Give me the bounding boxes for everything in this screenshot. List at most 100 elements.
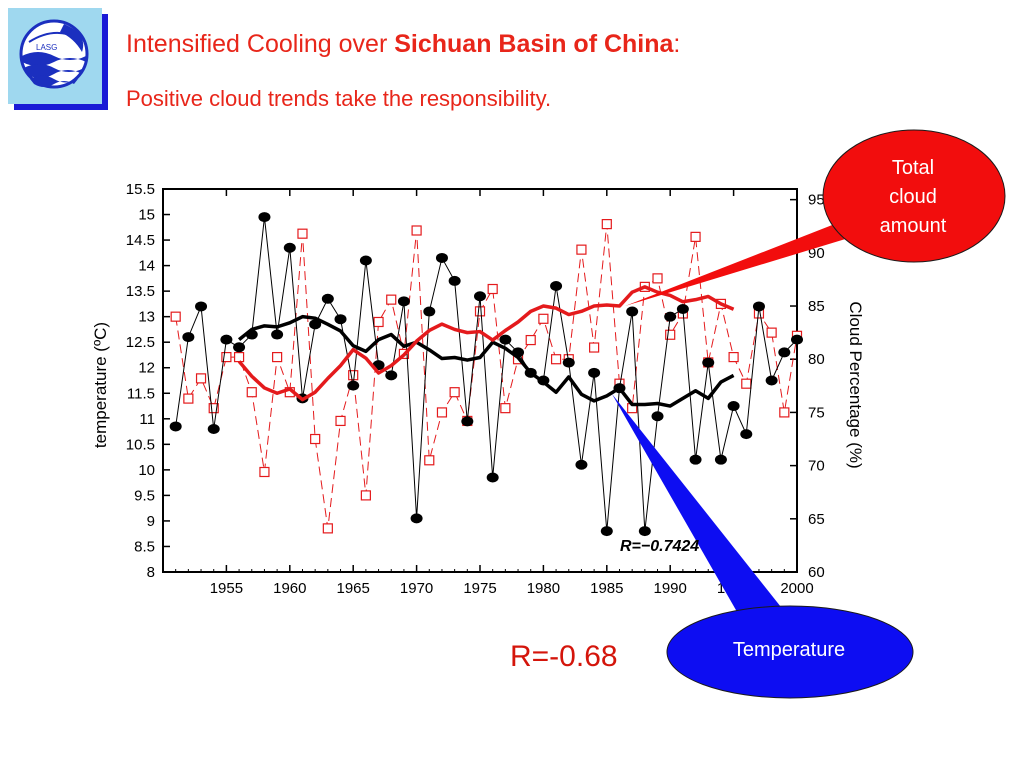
temperature-point bbox=[727, 401, 740, 412]
cloud-point bbox=[221, 351, 232, 363]
cloud-point bbox=[525, 334, 536, 346]
cloud-point bbox=[449, 387, 460, 398]
y-left-tick-label: 13.5 bbox=[126, 283, 155, 300]
temperature-point bbox=[702, 357, 715, 368]
temperature-point bbox=[397, 296, 410, 307]
r-value-label: R=-0.68 bbox=[510, 640, 618, 673]
y-left-tick-label: 15.5 bbox=[126, 181, 155, 198]
title-bold: Sichuan Basin of China bbox=[394, 30, 674, 58]
cloud-point bbox=[500, 403, 511, 414]
lasg-emblem: LASG bbox=[19, 19, 89, 89]
cloud-point bbox=[690, 231, 701, 242]
cloud-callout-text: amount bbox=[880, 215, 947, 237]
cloud-point bbox=[766, 327, 777, 338]
lasg-logo: LASG bbox=[8, 8, 108, 110]
temperature-callout-bubble bbox=[666, 605, 914, 699]
cloud-point bbox=[373, 316, 384, 328]
temperature-point bbox=[283, 242, 296, 253]
temperature-point bbox=[359, 255, 372, 266]
cloud-smoothed-line bbox=[237, 285, 735, 402]
y-left-tick-label: 11.5 bbox=[127, 385, 155, 402]
page-subtitle: Positive cloud trends take the responsib… bbox=[126, 86, 552, 111]
title-plain: Intensified Cooling over bbox=[126, 30, 395, 58]
cloud-point bbox=[652, 273, 663, 284]
temperature-point bbox=[474, 291, 486, 302]
y-right-tick-label: 80 bbox=[808, 351, 825, 368]
cloud-point bbox=[233, 351, 245, 363]
temperature-point bbox=[651, 411, 664, 422]
temperature-smoothed-line bbox=[237, 314, 735, 408]
cloud-point bbox=[424, 455, 435, 466]
x-tick-label: 2000 bbox=[780, 580, 813, 597]
y-right-tick-label: 75 bbox=[808, 404, 825, 421]
cloud-callout-bubble bbox=[822, 129, 1006, 263]
y-left-tick-label: 11 bbox=[139, 411, 155, 428]
x-tick-label: 1980 bbox=[527, 580, 560, 597]
temperature-point bbox=[664, 311, 677, 322]
temperature-point bbox=[347, 380, 360, 391]
temperature-point bbox=[461, 416, 474, 427]
cloud-point bbox=[322, 523, 333, 534]
cloud-callout-pointer bbox=[625, 220, 852, 306]
temperature-point bbox=[195, 301, 208, 312]
y-right-tick-label: 60 bbox=[808, 564, 825, 581]
cloud-point bbox=[170, 311, 181, 322]
temperature-point bbox=[600, 526, 613, 537]
y-left-tick-label: 9 bbox=[147, 513, 155, 530]
y-left-tick-label: 12.5 bbox=[126, 334, 155, 351]
cloud-point bbox=[310, 433, 321, 445]
y-right-tick-label: 70 bbox=[808, 458, 825, 475]
y-left-tick-label: 10 bbox=[138, 462, 155, 479]
temperature-point bbox=[410, 513, 423, 524]
temperature-point bbox=[714, 454, 727, 465]
temperature-point bbox=[486, 472, 499, 483]
cloud-point bbox=[411, 225, 422, 236]
temperature-point bbox=[207, 424, 220, 435]
y-left-tick-label: 14 bbox=[138, 258, 155, 275]
temperature-callout-pointer bbox=[612, 394, 800, 631]
temperature-point bbox=[740, 429, 753, 440]
temperature-point bbox=[499, 334, 512, 345]
x-tick-label: 1990 bbox=[654, 580, 687, 597]
temperature-point bbox=[689, 454, 702, 465]
cloud-point bbox=[538, 313, 549, 324]
temperature-point bbox=[334, 314, 347, 325]
y-right-tick-label: 65 bbox=[808, 511, 825, 528]
cloud-point bbox=[246, 387, 257, 398]
y-left-tick-label: 12 bbox=[138, 360, 155, 377]
temperature-point bbox=[575, 459, 588, 470]
cloud-point bbox=[386, 294, 397, 305]
y-left-axis-label: temperature (ºC) bbox=[91, 322, 110, 448]
y-right-tick-label: 95 bbox=[808, 192, 825, 209]
temperature-point bbox=[676, 304, 689, 315]
temperature-point bbox=[435, 252, 448, 263]
cloud-point bbox=[741, 378, 752, 389]
y-left-tick-label: 8 bbox=[147, 564, 155, 581]
title-colon: : bbox=[673, 30, 681, 58]
logo-text: LASG bbox=[36, 43, 57, 52]
temperature-point bbox=[423, 306, 436, 317]
y-left-tick-label: 8.5 bbox=[134, 538, 155, 555]
temperature-callout-text: Temperature bbox=[733, 639, 845, 661]
y-left-tick-label: 15 bbox=[138, 207, 155, 224]
temperature-point bbox=[550, 281, 563, 292]
cloud-point bbox=[208, 403, 219, 414]
cloud-point bbox=[195, 373, 207, 384]
cloud-series-line bbox=[175, 224, 798, 529]
cloud-point bbox=[360, 490, 371, 501]
x-tick-label: 1975 bbox=[463, 580, 496, 597]
cloud-point bbox=[576, 244, 587, 255]
temperature-point bbox=[233, 342, 246, 353]
cloud-point bbox=[550, 354, 562, 365]
cloud-point bbox=[474, 306, 486, 317]
temperature-point bbox=[588, 367, 601, 378]
cloud-point bbox=[601, 219, 612, 230]
temperature-point bbox=[752, 301, 765, 312]
cloud-point bbox=[259, 466, 270, 478]
cloud-point bbox=[665, 329, 676, 340]
y-right-axis-label: Cloud Percentage (%) bbox=[846, 301, 865, 468]
cloud-point bbox=[272, 351, 283, 363]
x-tick-label: 1985 bbox=[590, 580, 623, 597]
page-title: Intensified Cooling over Sichuan Basin o… bbox=[126, 30, 680, 59]
